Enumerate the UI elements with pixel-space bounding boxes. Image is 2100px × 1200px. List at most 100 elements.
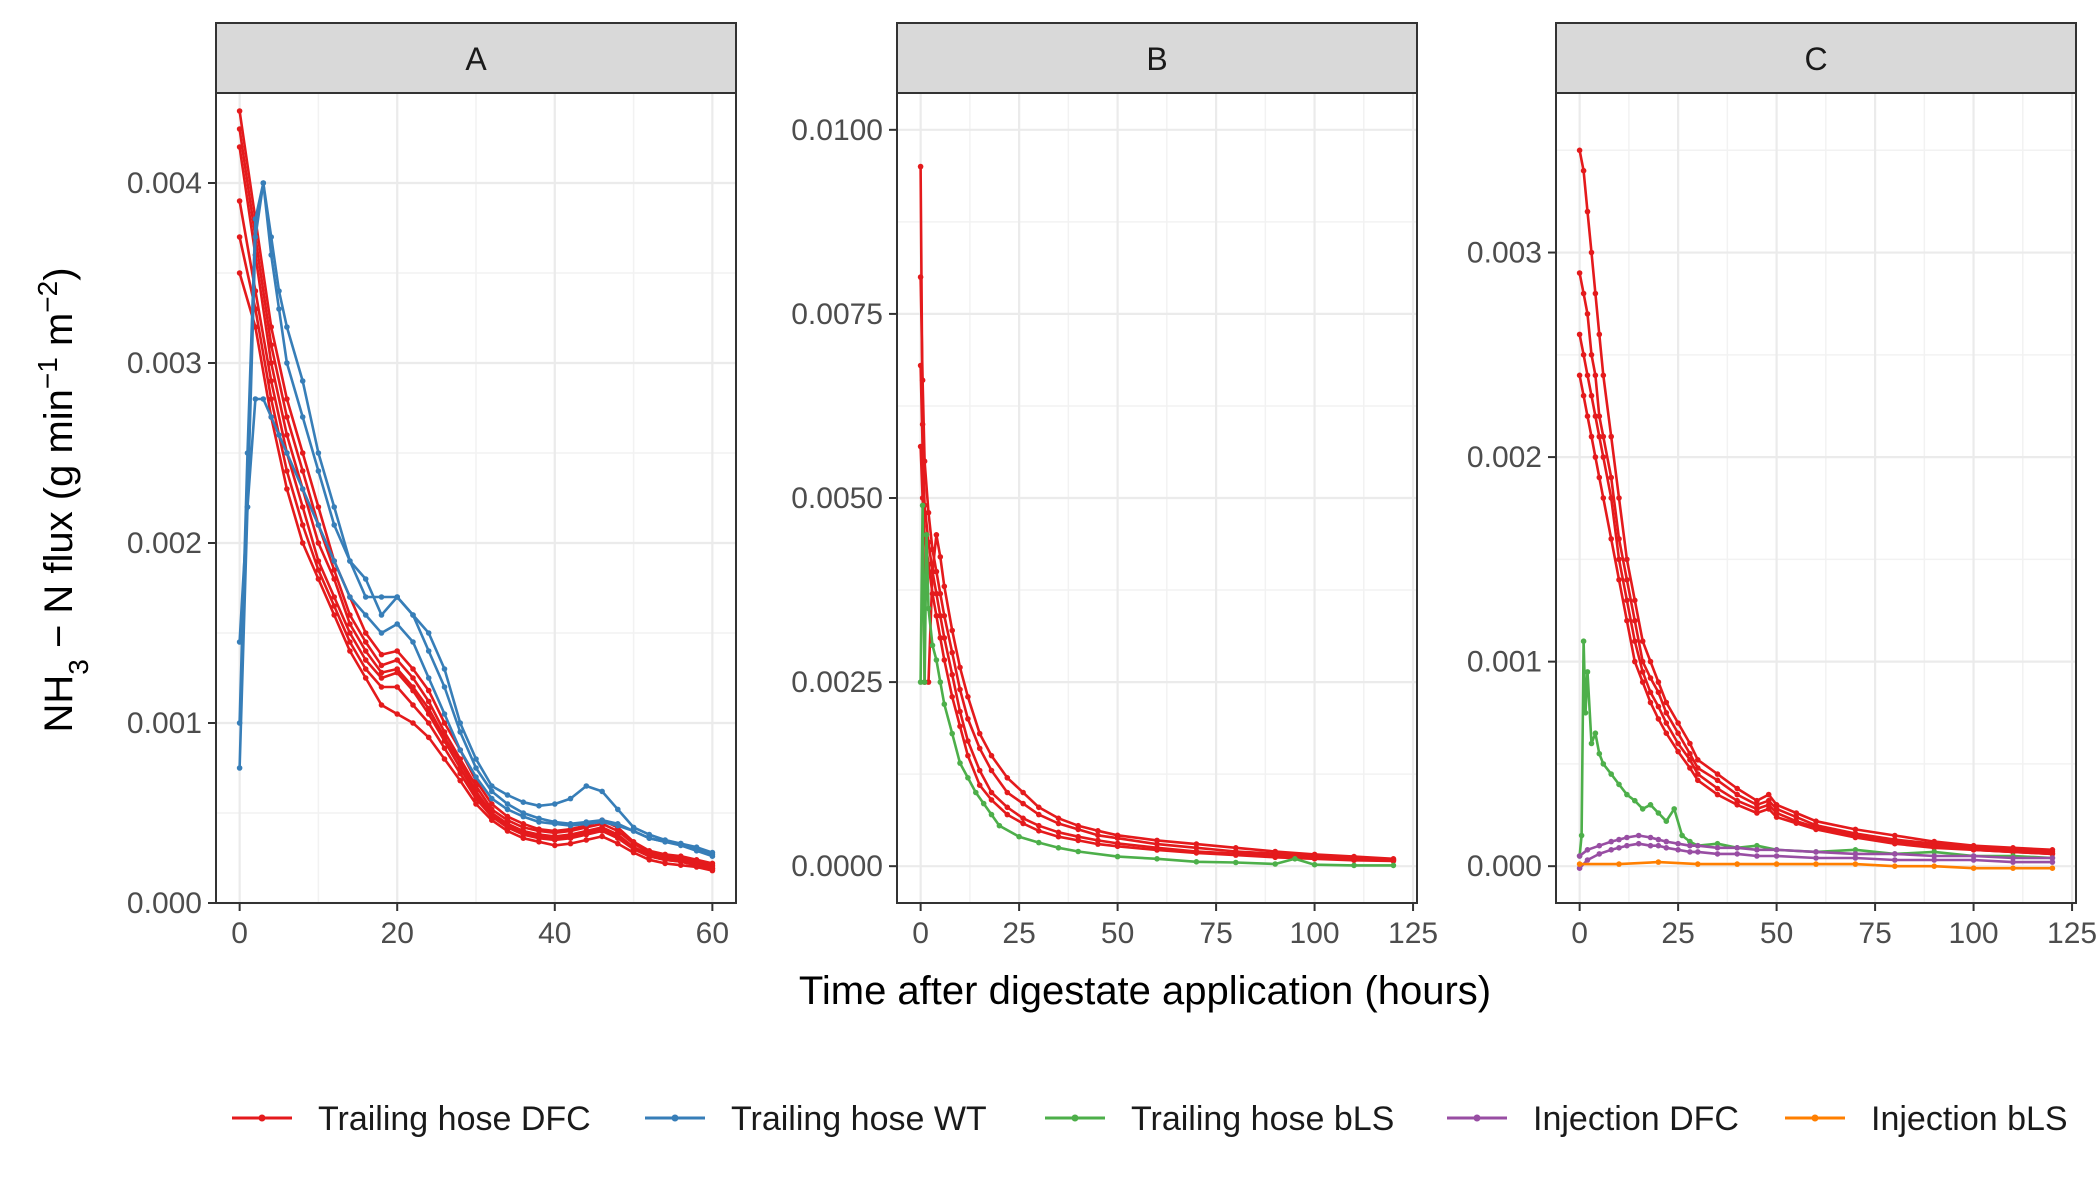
data-point bbox=[299, 522, 306, 528]
data-point bbox=[362, 648, 369, 654]
data-point bbox=[378, 684, 385, 690]
x-tick-label-b: 50 bbox=[1101, 917, 1134, 950]
data-point bbox=[1655, 689, 1662, 696]
data-point bbox=[441, 711, 448, 717]
y-axis-title: NH3 − N flux (g min−1 m−2) bbox=[32, 267, 94, 732]
data-point bbox=[1004, 804, 1011, 811]
y-tick-label-b: 0.0075 bbox=[791, 298, 883, 331]
data-point bbox=[2010, 855, 2016, 861]
y-tick-label-c: 0.003 bbox=[1467, 237, 1542, 270]
data-point bbox=[1020, 820, 1026, 827]
data-point bbox=[284, 450, 290, 456]
data-point bbox=[1596, 750, 1603, 757]
data-point bbox=[1608, 433, 1614, 440]
data-point bbox=[425, 734, 432, 741]
y-tick-label-a: 0.002 bbox=[127, 527, 202, 560]
data-point bbox=[252, 216, 259, 222]
data-point bbox=[709, 867, 716, 874]
y-axis-title-part: ) bbox=[37, 267, 81, 280]
data-point bbox=[410, 720, 416, 726]
data-point bbox=[457, 729, 464, 735]
data-point bbox=[244, 504, 251, 510]
series-line-trailing-hose-wt bbox=[238, 397, 713, 858]
data-point bbox=[284, 324, 290, 330]
data-point bbox=[268, 414, 275, 420]
data-point bbox=[1608, 771, 1614, 777]
series-layer-a bbox=[236, 108, 716, 874]
data-point bbox=[410, 687, 416, 694]
data-point bbox=[1970, 857, 1977, 863]
facet-strip-b bbox=[896, 22, 1418, 94]
x-ticks-c: 0 25 50 75 100 125 bbox=[1571, 903, 2097, 950]
legend: Trailing hose DFC Trailing hose WT Trail… bbox=[232, 1100, 2068, 1138]
data-point bbox=[410, 666, 416, 672]
data-point bbox=[957, 686, 963, 693]
data-point bbox=[315, 504, 322, 510]
data-point bbox=[236, 765, 243, 771]
data-point bbox=[504, 806, 511, 813]
data-point bbox=[2049, 859, 2056, 865]
data-point bbox=[1616, 577, 1622, 583]
data-point bbox=[1813, 861, 1819, 867]
series-line-trailing-hose-wt bbox=[238, 181, 713, 854]
y-tick-label-b: 0.0025 bbox=[791, 666, 883, 699]
data-point bbox=[331, 603, 338, 609]
data-point bbox=[299, 378, 306, 384]
data-point bbox=[1576, 372, 1583, 379]
data-point bbox=[1671, 806, 1677, 812]
data-point bbox=[1624, 617, 1630, 624]
data-point bbox=[1675, 847, 1681, 853]
data-point bbox=[425, 720, 432, 726]
data-point bbox=[1639, 638, 1646, 644]
data-point bbox=[919, 495, 926, 501]
data-point bbox=[1852, 847, 1859, 853]
data-point bbox=[1390, 858, 1397, 864]
data-point bbox=[347, 594, 353, 600]
data-point bbox=[552, 837, 558, 843]
data-point bbox=[923, 532, 930, 538]
y-axis-title-part: NH bbox=[37, 675, 81, 733]
data-point bbox=[1055, 829, 1062, 836]
data-point bbox=[473, 774, 479, 780]
data-point bbox=[362, 666, 369, 672]
data-point bbox=[1584, 847, 1591, 853]
series-injection-dfc bbox=[1576, 832, 2056, 861]
data-point bbox=[299, 414, 306, 420]
data-point bbox=[1592, 454, 1599, 460]
data-point bbox=[1584, 669, 1591, 675]
data-point bbox=[1592, 730, 1599, 736]
series-injection-bls bbox=[1576, 859, 2056, 871]
data-point bbox=[1311, 856, 1318, 862]
legend-key-point bbox=[1811, 1114, 1819, 1122]
y-tick-label-b: 0.0100 bbox=[791, 114, 883, 147]
data-point bbox=[1754, 810, 1760, 816]
data-point bbox=[362, 657, 369, 663]
data-point bbox=[1675, 840, 1681, 847]
data-point bbox=[362, 576, 369, 582]
data-point bbox=[1616, 495, 1622, 501]
data-point bbox=[1095, 832, 1101, 839]
x-tick-label-c: 0 bbox=[1571, 917, 1588, 950]
data-point bbox=[1580, 352, 1587, 358]
data-point bbox=[1655, 703, 1662, 710]
data-point bbox=[949, 694, 955, 700]
data-point bbox=[976, 730, 983, 737]
data-point bbox=[1663, 710, 1670, 716]
y-tick-label-b: 0.0000 bbox=[791, 850, 883, 883]
x-axis-title: Time after digestate application (hours) bbox=[799, 969, 1491, 1013]
data-point bbox=[1773, 853, 1780, 859]
series-layer-c bbox=[1576, 147, 2056, 871]
data-point bbox=[709, 853, 716, 859]
y-tick-label-a: 0.001 bbox=[127, 707, 202, 740]
data-point bbox=[988, 767, 995, 774]
panel-border-c bbox=[1555, 92, 2077, 904]
data-point bbox=[331, 594, 338, 600]
data-point bbox=[693, 864, 700, 870]
data-point bbox=[1695, 757, 1701, 763]
data-point bbox=[957, 760, 963, 766]
data-point bbox=[1580, 290, 1587, 297]
facet-panel-b: B 0.0000 0.0025 0.0050 0.0075 0.0100 0 25 50 75… bbox=[791, 22, 1438, 950]
data-point bbox=[1793, 820, 1800, 826]
data-point bbox=[1765, 802, 1772, 808]
